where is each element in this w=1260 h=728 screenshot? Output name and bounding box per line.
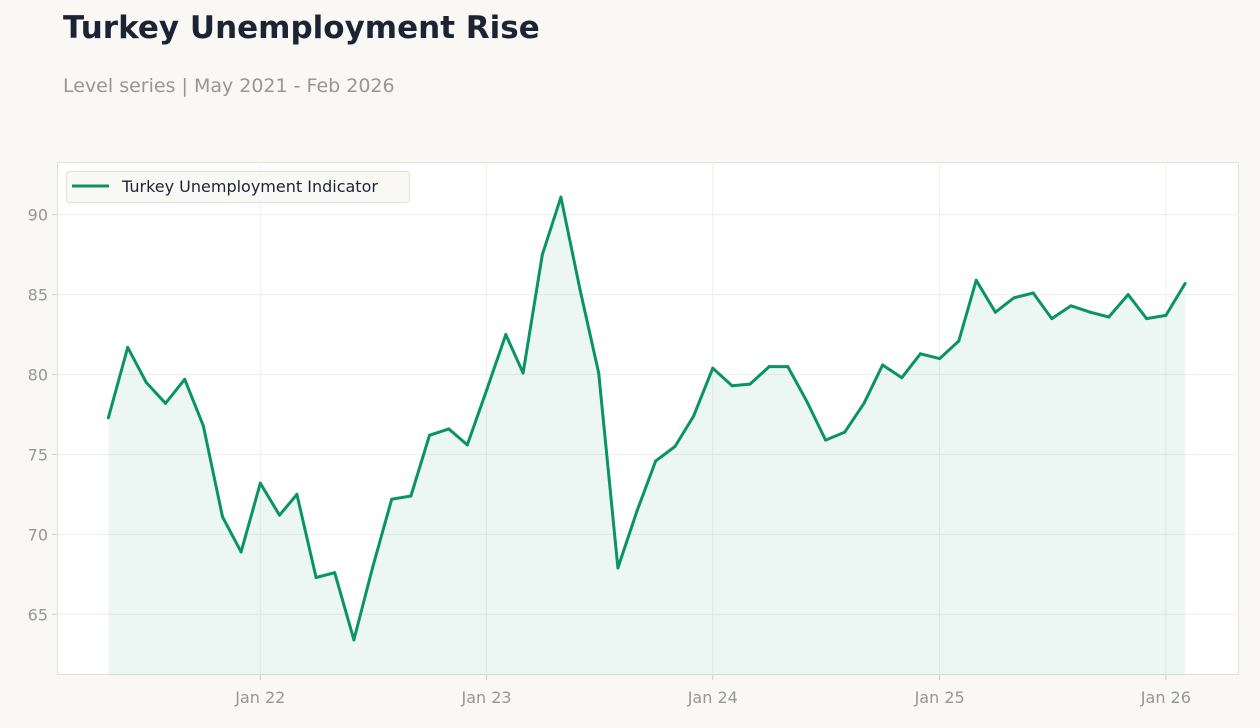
data-point <box>352 638 356 642</box>
legend-box <box>66 171 410 203</box>
data-point <box>616 566 620 570</box>
data-point <box>918 352 922 356</box>
data-point <box>409 494 413 498</box>
data-point <box>504 333 508 337</box>
data-point <box>767 365 771 369</box>
data-point <box>824 438 828 442</box>
data-point <box>239 550 243 554</box>
data-point <box>314 576 318 580</box>
data-point <box>106 416 110 420</box>
y-tick-label: 80 <box>28 366 48 385</box>
data-point <box>900 376 904 380</box>
data-point <box>597 371 601 375</box>
data-point <box>1183 281 1187 285</box>
data-point <box>938 357 942 361</box>
data-point <box>428 433 432 437</box>
data-point <box>465 443 469 447</box>
data-point <box>957 339 961 343</box>
y-tick-label: 70 <box>28 525 48 544</box>
data-point <box>881 363 885 367</box>
data-point <box>559 195 563 199</box>
data-point <box>1069 304 1073 308</box>
data-point <box>578 288 582 292</box>
data-point <box>201 424 205 428</box>
data-point <box>805 400 809 404</box>
data-point <box>1050 317 1054 321</box>
data-point <box>333 571 337 575</box>
data-point <box>278 513 282 517</box>
data-point <box>862 401 866 405</box>
data-point <box>673 444 677 448</box>
data-point <box>1088 310 1092 314</box>
series-area-fill <box>108 197 1186 675</box>
y-tick-label: 85 <box>28 286 48 305</box>
data-point <box>1145 317 1149 321</box>
series-line <box>106 195 1187 642</box>
data-point <box>843 430 847 434</box>
data-point <box>974 278 978 282</box>
x-tick-label: Jan 25 <box>914 688 965 707</box>
data-point <box>993 310 997 314</box>
data-point <box>163 401 167 405</box>
x-tick-label: Jan 22 <box>234 688 285 707</box>
data-point <box>1164 313 1168 317</box>
y-tick-label: 90 <box>28 206 48 225</box>
x-tick-label: Jan 26 <box>1140 688 1191 707</box>
data-point <box>540 253 544 257</box>
data-point <box>144 381 148 385</box>
data-point <box>711 366 715 370</box>
data-point <box>370 566 374 570</box>
data-point <box>654 459 658 463</box>
data-point <box>220 515 224 519</box>
data-point <box>521 371 525 375</box>
data-point <box>1031 291 1035 295</box>
data-point <box>295 492 299 496</box>
data-point <box>1012 296 1016 300</box>
legend-label: Turkey Unemployment Indicator <box>121 177 378 196</box>
y-tick-label: 75 <box>28 445 48 464</box>
data-point <box>748 382 752 386</box>
data-point <box>447 427 451 431</box>
x-tick-label: Jan 24 <box>687 688 738 707</box>
data-point <box>126 345 130 349</box>
data-point <box>635 508 639 512</box>
data-point <box>786 365 790 369</box>
data-point <box>1107 315 1111 319</box>
data-point <box>692 414 696 418</box>
data-point <box>390 497 394 501</box>
legend: Turkey Unemployment Indicator <box>66 171 410 203</box>
y-tick-label: 65 <box>28 605 48 624</box>
plot-area <box>57 162 1239 675</box>
chart-subtitle: Level series | May 2021 - Feb 2026 <box>63 75 395 97</box>
x-tick-label: Jan 23 <box>460 688 511 707</box>
data-point <box>730 384 734 388</box>
data-point <box>258 481 262 485</box>
data-point <box>1126 293 1130 297</box>
data-point <box>183 377 187 381</box>
chart-title: Turkey Unemployment Rise <box>63 10 540 46</box>
data-point <box>485 389 489 393</box>
